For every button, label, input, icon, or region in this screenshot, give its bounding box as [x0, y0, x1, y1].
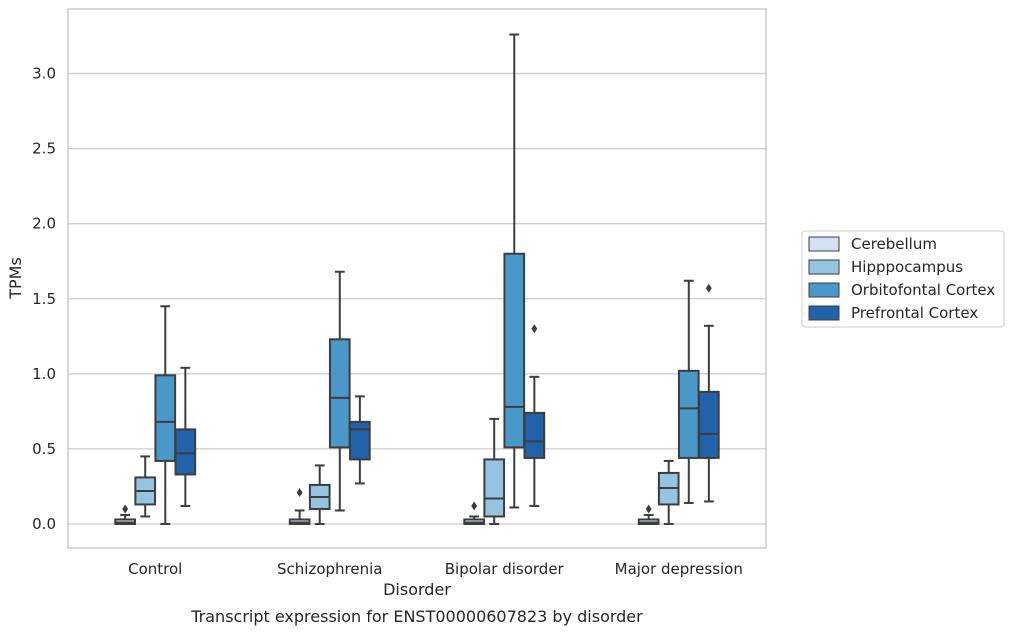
outlier-point [645, 504, 652, 514]
y-tick-label: 3.0 [32, 65, 56, 83]
legend-swatch [808, 259, 840, 275]
boxes-layer [114, 33, 720, 525]
box-hipppocampus [308, 464, 331, 525]
box-cerebellum [288, 487, 311, 525]
plot-area-frame [67, 8, 767, 549]
box-cerebellum [463, 501, 485, 525]
legend-swatch [808, 305, 840, 321]
box-iqr [154, 374, 177, 462]
legend-swatch [808, 282, 840, 298]
legend-label: Hipppocampus [851, 258, 963, 276]
y-tick-label: 1.5 [32, 290, 56, 308]
legend-label: Prefrontal Cortex [851, 304, 978, 322]
y-tick-label: 0.5 [32, 440, 56, 458]
box-prefrontal-cortex [349, 395, 371, 485]
box-iqr [523, 411, 546, 459]
legend-swatch [808, 236, 840, 252]
x-tick-label: Control [128, 560, 182, 578]
outlier-point [122, 504, 129, 514]
box-iqr [328, 338, 351, 449]
box-hipppocampus [483, 417, 506, 525]
box-prefrontal-cortex [174, 366, 197, 507]
y-tick-label: 2.0 [32, 215, 56, 233]
legend: Cerebellum Hipppocampus Orbitofontal Corte… [801, 230, 1005, 328]
outlier-point [471, 501, 478, 511]
x-tick-label: Schizophrenia [277, 560, 382, 578]
y-axis-title: TPMs [6, 257, 25, 300]
y-tick-labels: 0.0 0.5 1.0 1.5 2.0 2.5 3.0 [32, 65, 56, 533]
box-iqr [503, 252, 526, 449]
x-tick-label: Bipolar disorder [445, 560, 565, 578]
box-orbitofontal-cortex [328, 270, 351, 512]
y-tick-label: 1.0 [32, 365, 56, 383]
box-orbitofontal-cortex [503, 33, 526, 509]
box-iqr [174, 428, 197, 476]
y-tick-label: 0.0 [32, 515, 56, 533]
box-orbitofontal-cortex [677, 279, 700, 504]
x-tick-label: Major depression [615, 560, 743, 578]
box-iqr [677, 369, 700, 459]
x-axis-title: Disorder [383, 580, 451, 599]
box-prefrontal-cortex [523, 324, 546, 507]
box-hipppocampus [657, 459, 680, 525]
box-orbitofontal-cortex [154, 305, 177, 525]
box-cerebellum [637, 504, 660, 525]
box-prefrontal-cortex [698, 283, 720, 503]
box-cerebellum [114, 504, 136, 525]
box-iqr [349, 420, 371, 461]
legend-frame [801, 230, 1005, 328]
box-iqr [483, 458, 506, 518]
outlier-point [531, 324, 538, 334]
legend-label: Cerebellum [851, 235, 937, 253]
x-tick-labels: Control Schizophrenia Bipolar disorder Majo… [128, 560, 743, 578]
legend-label: Orbitofontal Cortex [851, 281, 995, 299]
y-tick-label: 2.5 [32, 140, 56, 158]
outlier-point [296, 487, 303, 497]
chart-caption: Transcript expression for ENST0000060782… [190, 607, 643, 626]
box-iqr [698, 390, 720, 459]
outlier-point [705, 283, 712, 293]
box-hipppocampus [134, 455, 157, 518]
